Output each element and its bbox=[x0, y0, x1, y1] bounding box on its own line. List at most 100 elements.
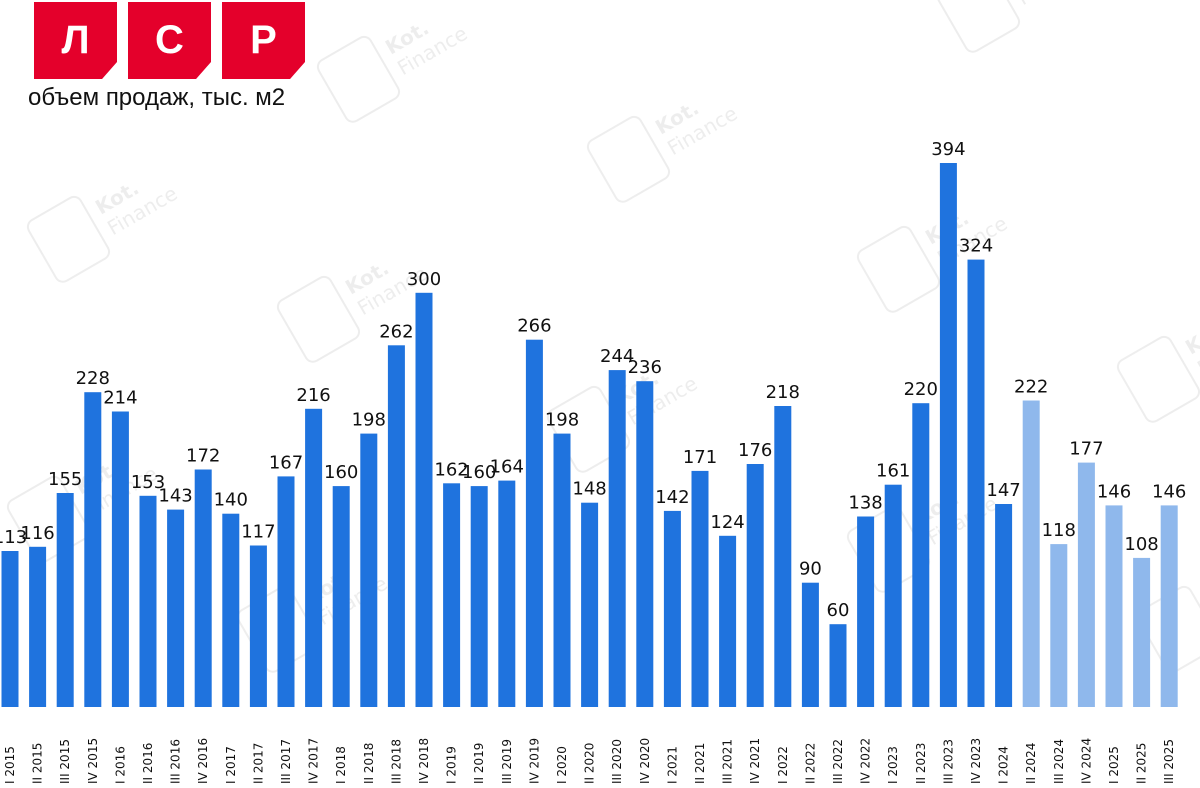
bar-22 bbox=[608, 370, 626, 707]
bar-38 bbox=[1050, 544, 1068, 707]
tick-label-18: III 2019 bbox=[500, 739, 514, 784]
bars bbox=[1, 163, 1178, 707]
value-label-23: 236 bbox=[628, 357, 662, 378]
bar-19 bbox=[525, 339, 543, 707]
tick-label-28: I 2022 bbox=[776, 746, 790, 784]
value-label-10: 167 bbox=[269, 452, 303, 473]
bar-16 bbox=[443, 483, 461, 707]
value-label-4: 214 bbox=[103, 388, 137, 409]
bar-2 bbox=[56, 493, 74, 707]
tick-label-21: II 2020 bbox=[583, 743, 597, 784]
value-label-2: 155 bbox=[48, 469, 82, 490]
value-label-13: 198 bbox=[352, 410, 386, 431]
watermarks: Kot.FinanceKot.FinanceKot.FinanceKot.Fin… bbox=[6, 0, 1200, 673]
bar-24 bbox=[663, 510, 681, 707]
logo-letter-l: Л bbox=[34, 2, 117, 79]
bar-29 bbox=[801, 582, 819, 707]
value-label-34: 394 bbox=[931, 139, 965, 160]
value-label-22: 244 bbox=[600, 346, 634, 367]
tick-label-7: IV 2016 bbox=[196, 738, 210, 784]
value-label-31: 138 bbox=[848, 493, 882, 514]
value-label-20: 198 bbox=[545, 410, 579, 431]
bar-32 bbox=[884, 484, 902, 707]
chart-subtitle: объем продаж, тыс. м2 bbox=[28, 84, 286, 111]
value-label-12: 160 bbox=[324, 462, 358, 483]
bar-39 bbox=[1077, 462, 1095, 707]
bar-42 bbox=[1160, 505, 1178, 707]
tick-label-27: IV 2021 bbox=[748, 738, 762, 784]
bar-13 bbox=[360, 433, 378, 707]
value-label-33: 220 bbox=[904, 379, 938, 400]
bar-27 bbox=[746, 464, 764, 707]
bar-36 bbox=[995, 504, 1013, 707]
value-label-1: 116 bbox=[20, 523, 54, 544]
bar-37 bbox=[1022, 400, 1040, 707]
bar-33 bbox=[912, 403, 930, 707]
tick-label-12: I 2018 bbox=[334, 746, 348, 784]
tick-label-3: IV 2015 bbox=[86, 738, 100, 784]
tick-label-0: I 2015 bbox=[3, 746, 17, 784]
tick-label-1: II 2015 bbox=[31, 743, 45, 784]
watermark-logo: Kot.Finance bbox=[936, 0, 1091, 53]
value-label-27: 176 bbox=[738, 440, 772, 461]
svg-text:Kot.: Kot. bbox=[1181, 316, 1200, 360]
tick-label-4: I 2016 bbox=[113, 746, 127, 784]
tick-label-10: III 2017 bbox=[279, 739, 293, 784]
bar-12 bbox=[332, 486, 350, 707]
bar-25 bbox=[691, 470, 709, 707]
bar-6 bbox=[167, 509, 185, 707]
watermark-logo: Kot.Finance bbox=[276, 256, 431, 363]
watermark-logo: Kot.Finance bbox=[26, 176, 181, 283]
tick-label-36: I 2024 bbox=[997, 746, 1011, 784]
bar-11 bbox=[305, 408, 323, 707]
value-label-28: 218 bbox=[766, 382, 800, 403]
svg-text:Finance: Finance bbox=[1013, 0, 1091, 10]
tick-label-37: II 2024 bbox=[1024, 743, 1038, 784]
value-label-38: 118 bbox=[1042, 520, 1076, 541]
watermark-logo: Kot.Finance bbox=[586, 96, 741, 203]
tick-label-39: IV 2024 bbox=[1079, 738, 1093, 784]
bar-20 bbox=[553, 433, 571, 707]
value-label-5: 153 bbox=[131, 472, 165, 493]
bar-26 bbox=[719, 535, 737, 707]
value-label-29: 90 bbox=[799, 559, 822, 580]
bar-30 bbox=[829, 624, 847, 707]
tick-label-34: III 2023 bbox=[941, 739, 955, 784]
tick-label-25: II 2021 bbox=[693, 743, 707, 784]
tick-label-17: II 2019 bbox=[472, 743, 486, 784]
tick-label-15: IV 2018 bbox=[417, 738, 431, 784]
bar-3 bbox=[84, 392, 102, 707]
value-label-35: 324 bbox=[959, 236, 993, 257]
bar-5 bbox=[139, 495, 157, 707]
tick-label-20: I 2020 bbox=[555, 746, 569, 784]
bar-23 bbox=[636, 381, 654, 707]
value-label-41: 108 bbox=[1124, 534, 1158, 555]
watermark-logo: Kot.Finance bbox=[1116, 316, 1200, 423]
tick-label-24: I 2021 bbox=[665, 746, 679, 784]
watermark-logo: Kot.Finance bbox=[316, 16, 471, 123]
bar-34 bbox=[939, 163, 957, 707]
bar-21 bbox=[581, 502, 599, 707]
tick-label-29: II 2022 bbox=[803, 743, 817, 784]
bar-18 bbox=[498, 480, 516, 707]
value-label-17: 160 bbox=[462, 462, 496, 483]
value-label-36: 147 bbox=[986, 480, 1020, 501]
bar-15 bbox=[415, 292, 433, 707]
value-label-39: 177 bbox=[1069, 439, 1103, 460]
value-labels: 1131161552282141531431721401171672161601… bbox=[0, 139, 1186, 621]
value-label-11: 216 bbox=[296, 385, 330, 406]
tick-label-41: II 2025 bbox=[1135, 743, 1149, 784]
tick-label-9: II 2017 bbox=[251, 743, 265, 784]
value-label-14: 262 bbox=[379, 321, 413, 342]
bar-4 bbox=[111, 411, 129, 707]
lsr-logo: Л С Р bbox=[34, 2, 305, 79]
tick-label-40: I 2025 bbox=[1107, 746, 1121, 784]
tick-labels: I 2015 II 2015 III 2015 IV 2015 I 2016 II 201… bbox=[3, 738, 1176, 784]
value-label-24: 142 bbox=[655, 487, 689, 508]
value-label-7: 172 bbox=[186, 446, 220, 467]
bar-7 bbox=[194, 469, 212, 707]
value-label-15: 300 bbox=[407, 269, 441, 290]
bar-14 bbox=[387, 345, 405, 707]
bar-31 bbox=[857, 516, 875, 707]
value-label-25: 171 bbox=[683, 447, 717, 468]
